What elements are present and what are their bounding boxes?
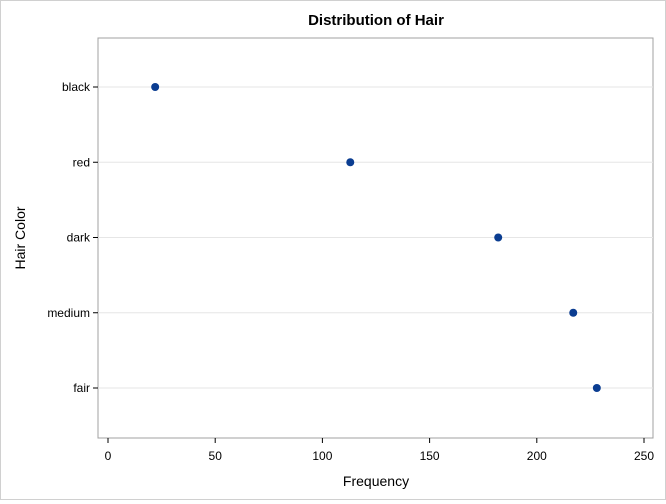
x-axis: 0 50 100 150 200 250 [105,438,654,463]
data-points [151,83,601,392]
y-tick-label: black [62,80,91,94]
x-tick-label: 100 [312,449,332,463]
y-tick-label: fair [73,381,90,395]
data-point-dark [494,233,503,242]
y-axis-label: Hair Color [12,206,28,269]
data-point-medium [569,308,578,317]
gridlines [98,86,653,389]
x-tick-label: 200 [527,449,547,463]
x-tick-label: 0 [105,449,112,463]
data-point-fair [592,384,601,392]
x-tick-label: 50 [209,449,223,463]
x-axis-label: Frequency [343,473,409,489]
y-tick-label: red [73,155,90,169]
x-tick-label: 250 [634,449,654,463]
y-tick-label: medium [47,306,90,320]
chart-title: Distribution of Hair [308,12,444,29]
y-tick-label: dark [67,231,91,245]
x-tick-label: 150 [420,449,440,463]
y-axis: black red dark medium fair [47,80,98,395]
data-point-red [346,158,355,167]
data-point-black [151,83,160,91]
